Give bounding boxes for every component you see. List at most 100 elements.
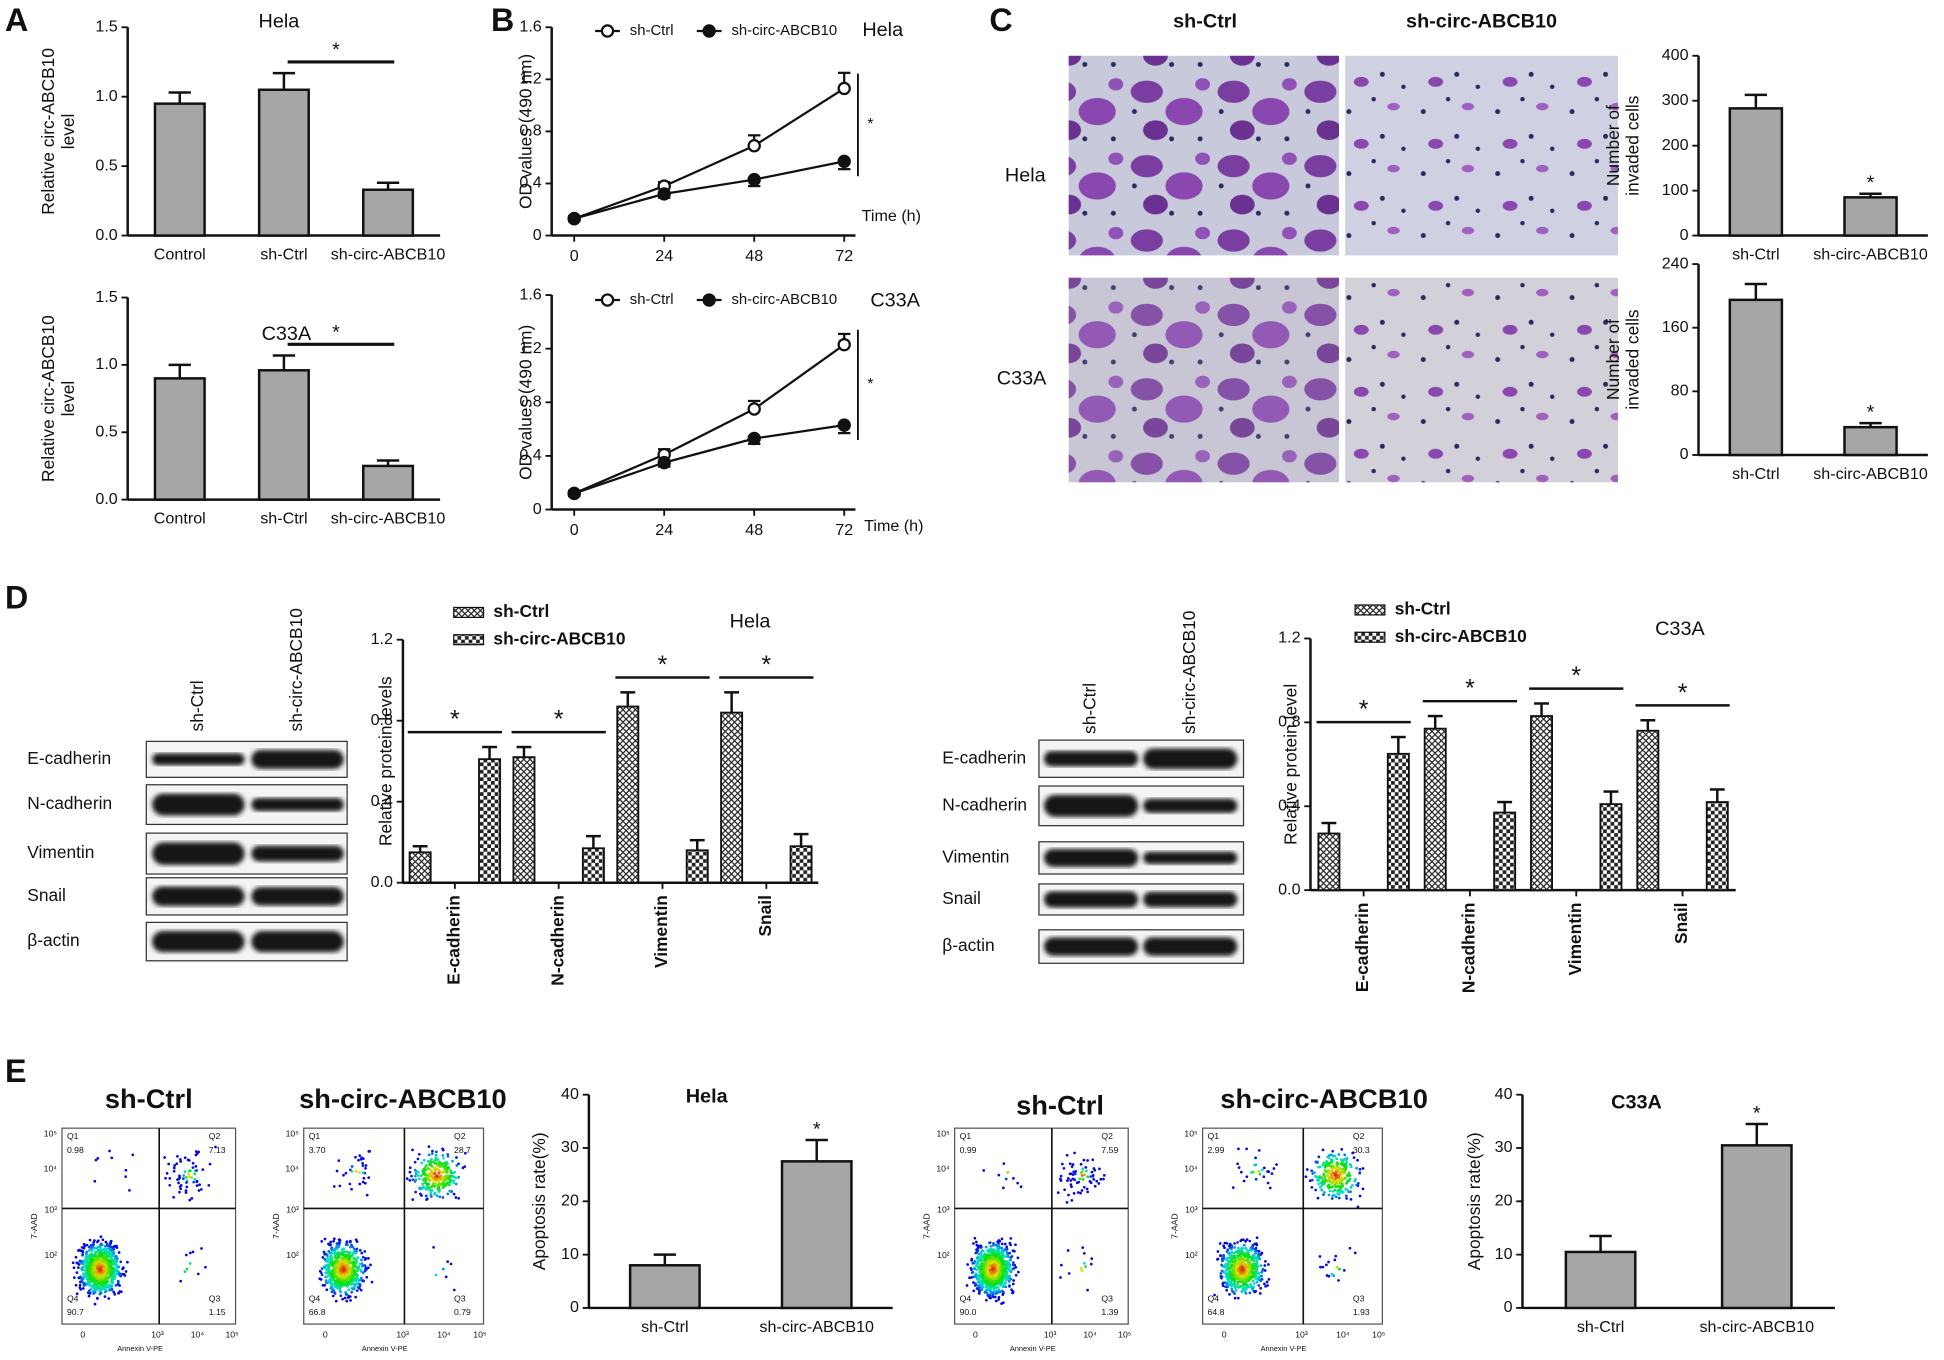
event-dot: [324, 1271, 327, 1275]
quadrant-events: [965, 1236, 1020, 1306]
event-dot: [109, 1239, 113, 1243]
event-dot: [978, 1274, 981, 1277]
event-dot: [1338, 1267, 1341, 1271]
event-dot: [989, 1296, 992, 1300]
event-dot: [992, 1264, 996, 1267]
event-dot: [1248, 1264, 1252, 1267]
event-dot: [1242, 1266, 1245, 1270]
event-dot: [1225, 1288, 1229, 1292]
event-dot: [101, 1265, 105, 1269]
quadrant-name: Q4: [67, 1294, 79, 1304]
event-dot: [1072, 1170, 1076, 1174]
y-tick-label: 1.2: [519, 339, 541, 357]
event-dot: [990, 1285, 993, 1289]
event-dot: [182, 1177, 185, 1180]
event-dot: [103, 1295, 107, 1299]
point: [747, 139, 761, 153]
event-dot: [1233, 1242, 1236, 1245]
event-dot: [1228, 1282, 1231, 1286]
event-dot: [1248, 1239, 1252, 1243]
event-dot: [452, 1181, 456, 1185]
event-dot: [464, 1151, 467, 1155]
y-tick-label: 0.8: [371, 711, 393, 729]
event-dot: [176, 1154, 179, 1158]
y-tick-label: 10³: [1185, 1205, 1198, 1215]
event-dot: [354, 1169, 358, 1173]
event-dot: [442, 1180, 446, 1184]
quadrant-value: 90.7: [67, 1307, 84, 1317]
y-tick-label: 0.4: [519, 174, 541, 192]
point: [567, 486, 581, 501]
event-dot: [430, 1152, 434, 1155]
significance-mark: *: [450, 707, 460, 734]
event-dot: [1349, 1198, 1353, 1201]
event-dot: [446, 1260, 450, 1263]
event-dot: [187, 1175, 191, 1179]
event-dot: [344, 1254, 347, 1258]
event-dot: [1080, 1269, 1084, 1273]
event-dot: [1240, 1285, 1244, 1288]
point: [747, 172, 761, 187]
event-dot: [990, 1273, 994, 1277]
y-tick-label: 80: [1671, 382, 1689, 400]
event-dot: [183, 1156, 187, 1160]
event-dot: [1353, 1251, 1357, 1255]
event-dot: [1060, 1162, 1064, 1166]
event-dot: [124, 1175, 128, 1178]
event-dot: [1238, 1266, 1242, 1270]
event-dot: [1252, 1259, 1256, 1262]
event-dot: [112, 1248, 116, 1251]
event-dot: [1257, 1149, 1261, 1152]
event-dot: [96, 1297, 99, 1300]
event-dot: [1216, 1250, 1220, 1253]
event-dot: [976, 1278, 980, 1281]
plot-frame: [1201, 1127, 1383, 1325]
event-dot: [87, 1289, 91, 1293]
event-dot: [1336, 1192, 1339, 1195]
event-dot: [365, 1275, 369, 1279]
event-dot: [327, 1265, 331, 1269]
event-dot: [1267, 1170, 1270, 1173]
event-dot: [350, 1170, 354, 1173]
event-dot: [1221, 1282, 1225, 1286]
significance-mark: *: [1867, 401, 1875, 423]
event-dot: [1227, 1251, 1230, 1255]
event-dot: [349, 1299, 352, 1302]
event-dot: [1328, 1175, 1332, 1179]
event-dot: [330, 1286, 334, 1289]
bar: [1423, 727, 1447, 892]
event-dot: [83, 1262, 86, 1265]
event-dot: [106, 1271, 110, 1275]
event-dot: [983, 1280, 987, 1284]
quadrant-name: Q2: [1353, 1131, 1365, 1141]
event-dot: [996, 1285, 1000, 1289]
event-dot: [1326, 1174, 1329, 1177]
event-dot: [103, 1244, 107, 1248]
legend-swatch: [1354, 604, 1386, 616]
event-dot: [1069, 1179, 1073, 1182]
event-dot: [446, 1192, 450, 1196]
event-dot: [1225, 1268, 1228, 1272]
event-dot: [1000, 1246, 1004, 1250]
event-dot: [345, 1299, 349, 1303]
event-dot: [1232, 1251, 1236, 1255]
event-dot: [1315, 1175, 1319, 1179]
quadrant-events: [93, 1149, 135, 1192]
y-tick-label: 0.4: [371, 792, 393, 810]
event-dot: [87, 1277, 91, 1281]
event-dot: [113, 1292, 117, 1296]
event-dot: [1250, 1258, 1254, 1262]
blot-band: [1143, 851, 1238, 865]
event-dot: [1317, 1155, 1321, 1159]
event-dot: [324, 1279, 328, 1283]
chart-title: C33A: [870, 289, 920, 311]
quadrant-name: Q4: [309, 1294, 321, 1304]
event-dot: [97, 1254, 101, 1258]
event-dot: [448, 1183, 451, 1187]
event-dot: [429, 1160, 433, 1163]
event-dot: [1321, 1148, 1325, 1152]
y-tick-label: 10²: [286, 1250, 299, 1260]
chart-title: C33A: [1611, 1092, 1662, 1114]
x-tick-label: Vimentin: [1565, 903, 1585, 976]
blot-row-label: Snail: [942, 888, 981, 908]
